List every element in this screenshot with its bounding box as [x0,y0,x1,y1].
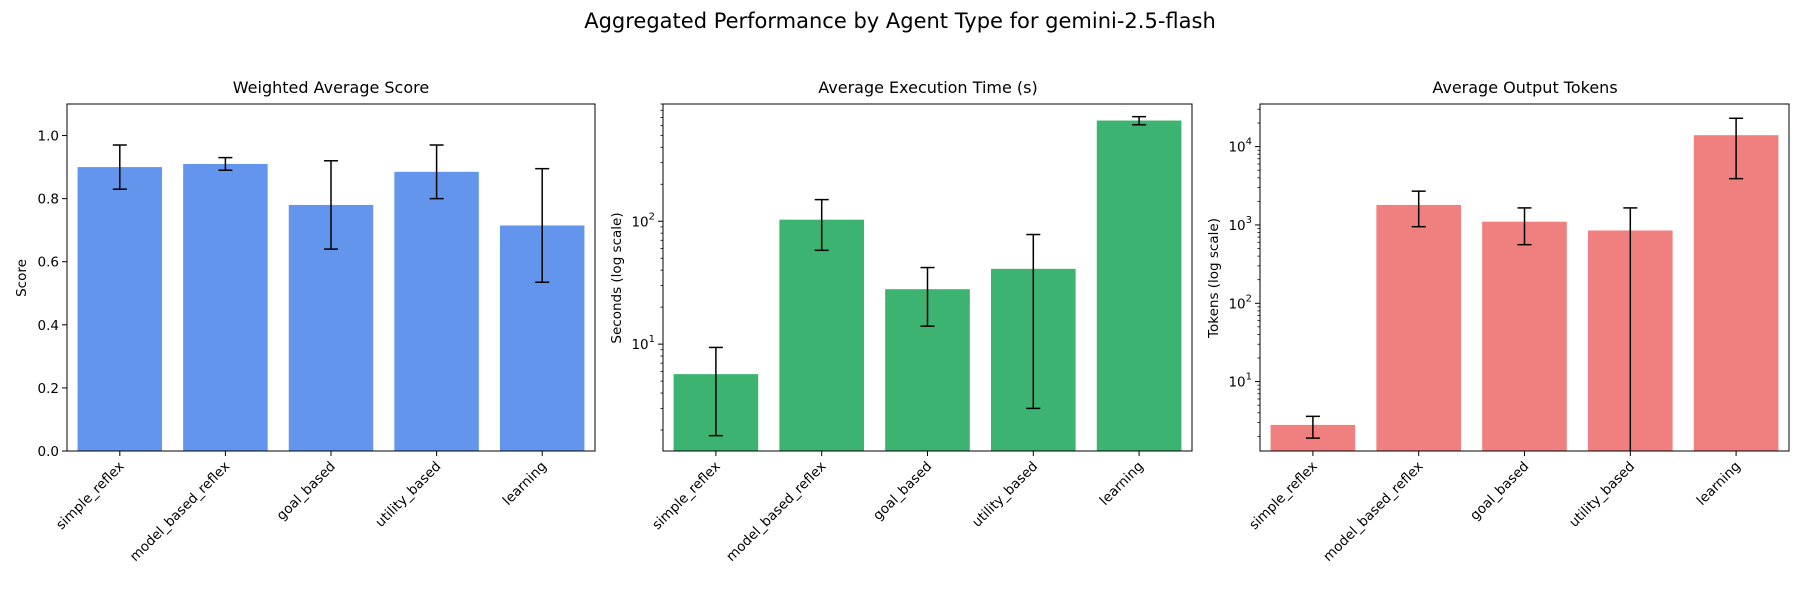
x-tick-label-model-based-reflex: model_based_reflex [1320,459,1426,565]
y-tick-label: 104 [1228,137,1252,156]
x-tick-label-learning: learning [1097,459,1147,509]
panel-title: Average Execution Time (s) [818,78,1037,97]
bar-learning [1693,135,1779,451]
panel-title: Weighted Average Score [233,78,429,97]
y-tick-label: 101 [631,334,655,353]
bar-learning [1096,120,1182,451]
x-tick-label-utility-based: utility_based [969,459,1041,531]
x-tick-label-learning: learning [500,459,550,509]
y-tick-label: 103 [1228,215,1252,234]
bar-simple-reflex [77,167,163,451]
x-tick-label-simple-reflex: simple_reflex [649,459,724,534]
x-tick-label-learning: learning [1694,459,1744,509]
y-axis-label: Tokens (log scale) [1206,218,1222,339]
panel-weighted-average-score: Weighted Average Score Score 0.0 0.2 0.4 0.… [14,78,596,565]
y-tick-label: 1.0 [38,129,59,145]
figure-title: Aggregated Performance by Agent Type for… [584,9,1216,33]
x-tick-label-simple-reflex: simple_reflex [53,459,128,534]
x-tick-label-goal-based: goal_based [274,459,339,524]
y-tick-label: 102 [1228,293,1252,312]
y-axis-label: Seconds (log scale) [609,212,625,343]
x-tick-label-goal-based: goal_based [1467,459,1532,524]
bar-goal-based [1482,221,1567,451]
panel-average-output-tokens: Average Output Tokens Tokens (log scale)… [1206,78,1790,565]
y-tick-label: 102 [631,211,655,230]
y-tick-label: 0.2 [38,381,59,397]
y-tick-label: 101 [1228,372,1252,391]
y-tick-label: 0.0 [38,444,59,460]
bar-model-based-reflex [183,163,268,451]
panel-title: Average Output Tokens [1432,78,1617,97]
x-tick-label-model-based-reflex: model_based_reflex [127,459,233,565]
x-tick-label-goal-based: goal_based [870,459,935,524]
y-tick-label: 0.8 [38,192,59,208]
x-tick-label-simple-reflex: simple_reflex [1246,459,1321,534]
panel-average-execution-time: Average Execution Time (s) Seconds (log … [609,78,1193,565]
y-axis-label: Score [14,259,30,297]
x-tick-label-model-based-reflex: model_based_reflex [723,459,829,565]
bar-utility-based [394,171,479,451]
y-tick-label: 0.4 [38,318,59,334]
bar-model-based-reflex [779,219,865,451]
x-tick-label-utility-based: utility_based [1566,459,1638,531]
bar-model-based-reflex [1376,204,1462,451]
x-tick-label-utility-based: utility_based [372,459,444,531]
y-tick-label: 0.6 [38,255,59,271]
